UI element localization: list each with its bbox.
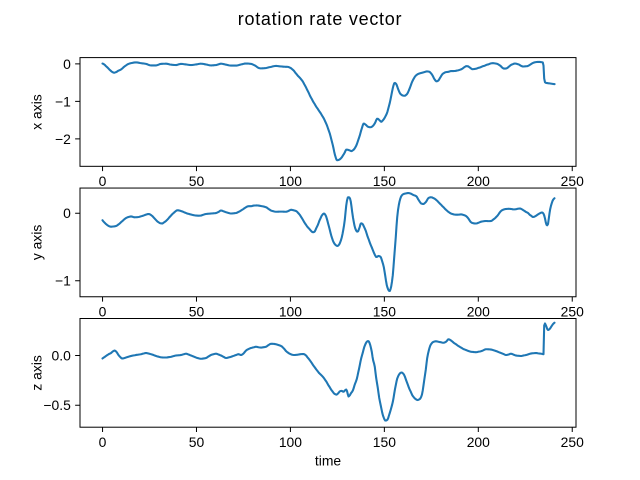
svg-text:250: 250 bbox=[561, 303, 584, 319]
svg-text:y axis: y axis bbox=[29, 225, 45, 261]
svg-text:200: 200 bbox=[467, 434, 490, 450]
svg-text:−2: −2 bbox=[55, 131, 71, 147]
svg-text:150: 150 bbox=[373, 434, 396, 450]
svg-text:200: 200 bbox=[467, 173, 490, 189]
svg-text:rotation rate vector: rotation rate vector bbox=[238, 9, 402, 29]
svg-text:x axis: x axis bbox=[29, 94, 45, 130]
svg-text:50: 50 bbox=[189, 173, 205, 189]
svg-text:−1: −1 bbox=[55, 273, 71, 289]
svg-text:250: 250 bbox=[561, 173, 584, 189]
svg-text:0: 0 bbox=[63, 56, 71, 72]
svg-text:time: time bbox=[315, 453, 342, 469]
svg-text:−0.5: −0.5 bbox=[43, 397, 71, 413]
svg-text:z axis: z axis bbox=[29, 355, 45, 391]
svg-text:0: 0 bbox=[99, 434, 107, 450]
svg-text:200: 200 bbox=[467, 303, 490, 319]
svg-text:150: 150 bbox=[373, 173, 396, 189]
svg-text:100: 100 bbox=[279, 173, 302, 189]
svg-text:250: 250 bbox=[561, 434, 584, 450]
svg-text:150: 150 bbox=[373, 303, 396, 319]
svg-text:−1: −1 bbox=[55, 93, 71, 109]
svg-text:100: 100 bbox=[279, 303, 302, 319]
svg-text:100: 100 bbox=[279, 434, 302, 450]
svg-text:0: 0 bbox=[99, 173, 107, 189]
svg-text:0.0: 0.0 bbox=[51, 347, 71, 363]
svg-text:0: 0 bbox=[63, 205, 71, 221]
svg-text:50: 50 bbox=[189, 303, 205, 319]
svg-text:50: 50 bbox=[189, 434, 205, 450]
svg-text:0: 0 bbox=[99, 303, 107, 319]
